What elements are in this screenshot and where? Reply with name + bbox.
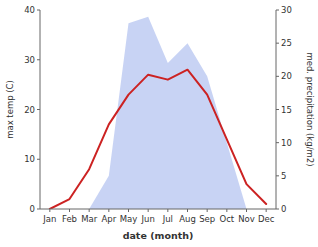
y-tick [37,159,40,160]
y2-tick-label: 15 [281,105,292,115]
x-tick [128,209,129,212]
y2-tick-label: 30 [281,5,292,15]
y-tick-label: 40 [24,5,35,15]
y2-axis-label: med. precipitation (kg/m2) [305,52,315,166]
y-axis-label: max temp (C) [5,80,15,139]
chart: Jan Feb MarApr MayJun Jul AugSep Oct NovDec 0 10 2… [0,0,318,247]
x-axis-line [40,209,276,210]
y-tick-label: 30 [24,55,35,65]
x-tick [226,209,227,212]
y2-tick [276,43,279,44]
x-tick-label: Aug [179,214,196,224]
x-tick [108,209,109,212]
x-axis-label: date (month) [123,230,194,241]
x-tick [187,209,188,212]
y2-tick-label: 5 [281,171,286,181]
y2-tick [276,10,279,11]
x-tick [148,209,149,212]
y-tick-label: 20 [24,105,35,115]
x-tick-label: Mar [81,214,98,224]
y2-tick [276,76,279,77]
precip-area [50,17,266,209]
y2-tick [276,175,279,176]
x-tick-label: Jan [42,214,56,224]
y2-tick-label: 0 [281,204,286,214]
y2-tick [276,209,279,210]
x-tick [207,209,208,212]
y-tick [37,109,40,110]
y-tick-label: 0 [30,204,35,214]
y2-tick-label: 25 [281,38,292,48]
x-tick-label: Jun [141,214,155,224]
x-tick [246,209,247,212]
x-tick-label: Oct [219,214,234,224]
y-tick-label: 10 [24,154,35,164]
y2-tick [276,109,279,110]
x-tick-label: May [120,214,138,224]
x-tick-label: Jul [162,214,173,224]
plot-area [50,17,266,209]
x-tick [266,209,267,212]
x-tick-label: Apr [101,214,116,224]
x-tick [49,209,50,212]
y2-tick-label: 20 [281,71,292,81]
y-tick [37,10,40,11]
x-tick [89,209,90,212]
x-tick [167,209,168,212]
x-tick-label: Dec [258,214,275,224]
y2-tick [276,142,279,143]
y2-tick-label: 10 [281,138,292,148]
x-tick-label: Nov [238,214,255,224]
y-tick [37,59,40,60]
x-tick-label: Sep [199,214,215,224]
x-tick-label: Feb [62,214,77,224]
y-tick [37,209,40,210]
temp-line [50,70,266,209]
x-tick [69,209,70,212]
